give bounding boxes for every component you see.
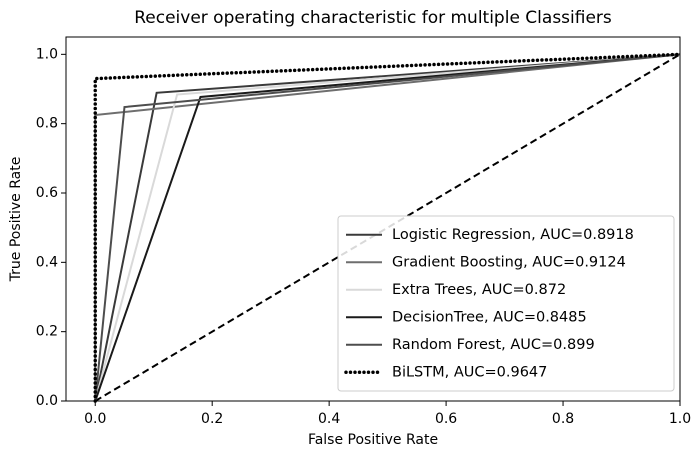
x-tick-label: 0.8 bbox=[552, 411, 574, 427]
chart-title: Receiver operating characteristic for mu… bbox=[134, 8, 612, 28]
x-tick-label: 0.0 bbox=[84, 411, 106, 427]
legend-box bbox=[337, 215, 675, 392]
legend-label: Extra Trees, AUC=0.872 bbox=[392, 282, 566, 298]
x-tick-label: 0.4 bbox=[318, 411, 340, 427]
roc-line bbox=[94, 53, 681, 402]
x-tick-label: 0.2 bbox=[201, 411, 223, 427]
roc-line bbox=[94, 53, 681, 402]
legend-label: BiLSTM, AUC=0.9647 bbox=[392, 364, 547, 380]
y-tick-label: 1.0 bbox=[36, 46, 58, 62]
legend-label: Logistic Regression, AUC=0.8918 bbox=[392, 227, 634, 243]
y-tick-label: 0.4 bbox=[36, 254, 58, 270]
y-tick-label: 0.0 bbox=[36, 393, 58, 409]
reference-line bbox=[94, 53, 681, 402]
y-axis-label: True Positive Rate bbox=[8, 157, 24, 283]
y-tick-label: 0.2 bbox=[36, 324, 58, 340]
plot-frame bbox=[65, 36, 681, 402]
legend-label: Random Forest, AUC=0.899 bbox=[392, 337, 595, 353]
x-axis-label: False Positive Rate bbox=[308, 432, 438, 448]
roc-line bbox=[94, 53, 681, 402]
roc-line bbox=[93, 52, 682, 403]
y-tick-label: 0.8 bbox=[36, 116, 58, 132]
legend-label: Gradient Boosting, AUC=0.9124 bbox=[392, 254, 626, 270]
legend-label: DecisionTree, AUC=0.8485 bbox=[392, 309, 587, 325]
x-tick-label: 1.0 bbox=[669, 411, 691, 427]
x-tick-label: 0.6 bbox=[435, 411, 457, 427]
y-tick-label: 0.6 bbox=[36, 185, 58, 201]
